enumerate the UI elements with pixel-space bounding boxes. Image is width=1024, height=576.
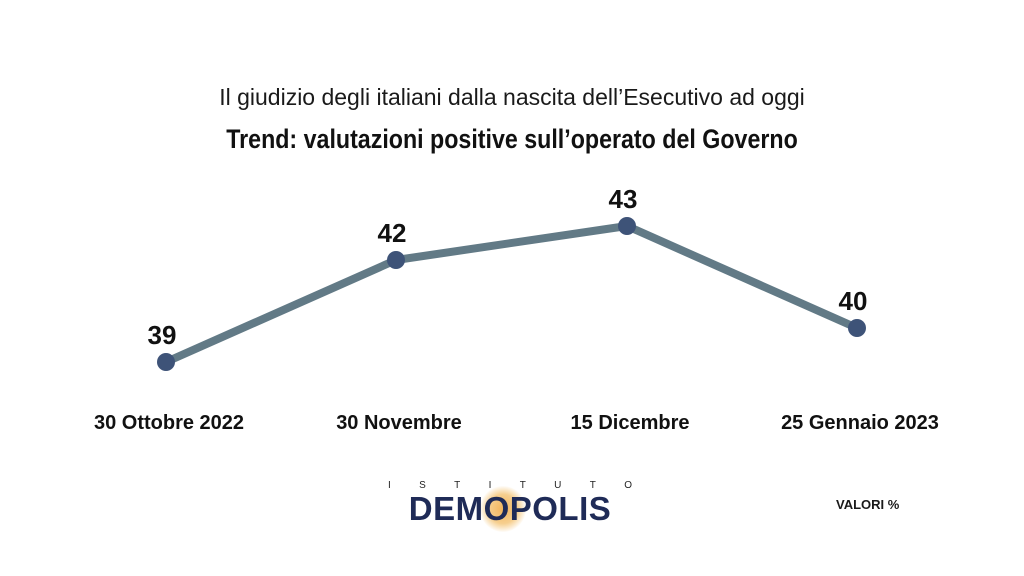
- logo-glow: [480, 486, 526, 532]
- logo-letter: S: [419, 480, 426, 491]
- data-point: [387, 251, 405, 269]
- logo-wordmark: DEMOPOLIS: [408, 490, 612, 527]
- data-label: 39: [148, 320, 177, 350]
- x-tick-label: 25 Gennaio 2023: [781, 412, 939, 434]
- data-label: 43: [609, 184, 638, 214]
- series-line: [162, 222, 861, 366]
- x-tick-label: 30 Ottobre 2022: [94, 412, 244, 434]
- logo-letter: U: [554, 480, 562, 491]
- demopolis-logo: I S T I T U T O DEMOPOLIS: [388, 480, 632, 532]
- logo-letter: I: [388, 480, 391, 491]
- units-label: VALORI %: [836, 497, 900, 512]
- x-tick-label: 15 Dicembre: [571, 412, 690, 434]
- logo-letter: T: [454, 480, 461, 491]
- logo-letter: T: [519, 480, 526, 491]
- chart-title: Trend: valutazioni positive sull’operato…: [226, 124, 798, 154]
- data-point: [848, 319, 866, 337]
- chart-subtitle: Il giudizio degli italiani dalla nascita…: [219, 84, 805, 110]
- data-label: 42: [378, 218, 407, 248]
- data-point: [157, 353, 175, 371]
- logo-letter: I: [488, 480, 492, 491]
- data-label: 40: [839, 286, 868, 316]
- data-point: [618, 217, 636, 235]
- x-tick-label: 30 Novembre: [336, 412, 462, 434]
- logo-letter: T: [589, 480, 596, 491]
- logo-letter: O: [624, 480, 632, 491]
